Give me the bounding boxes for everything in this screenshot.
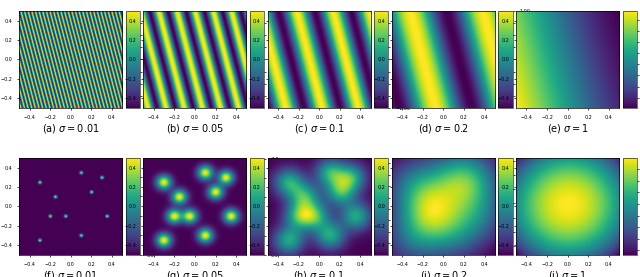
X-axis label: (h) $\sigma = 0.1$: (h) $\sigma = 0.1$ <box>293 269 345 277</box>
X-axis label: (a) $\sigma = 0.01$: (a) $\sigma = 0.01$ <box>42 122 99 135</box>
X-axis label: (c) $\sigma = 0.1$: (c) $\sigma = 0.1$ <box>294 122 344 135</box>
X-axis label: (j) $\sigma = 1$: (j) $\sigma = 1$ <box>548 269 587 277</box>
X-axis label: (f) $\sigma = 0.01$: (f) $\sigma = 0.01$ <box>43 269 98 277</box>
X-axis label: (d) $\sigma = 0.2$: (d) $\sigma = 0.2$ <box>418 122 469 135</box>
X-axis label: (b) $\sigma = 0.05$: (b) $\sigma = 0.05$ <box>166 122 224 135</box>
X-axis label: (g) $\sigma = 0.05$: (g) $\sigma = 0.05$ <box>166 269 224 277</box>
X-axis label: (e) $\sigma = 1$: (e) $\sigma = 1$ <box>547 122 589 135</box>
X-axis label: (i) $\sigma = 0.2$: (i) $\sigma = 0.2$ <box>420 269 467 277</box>
